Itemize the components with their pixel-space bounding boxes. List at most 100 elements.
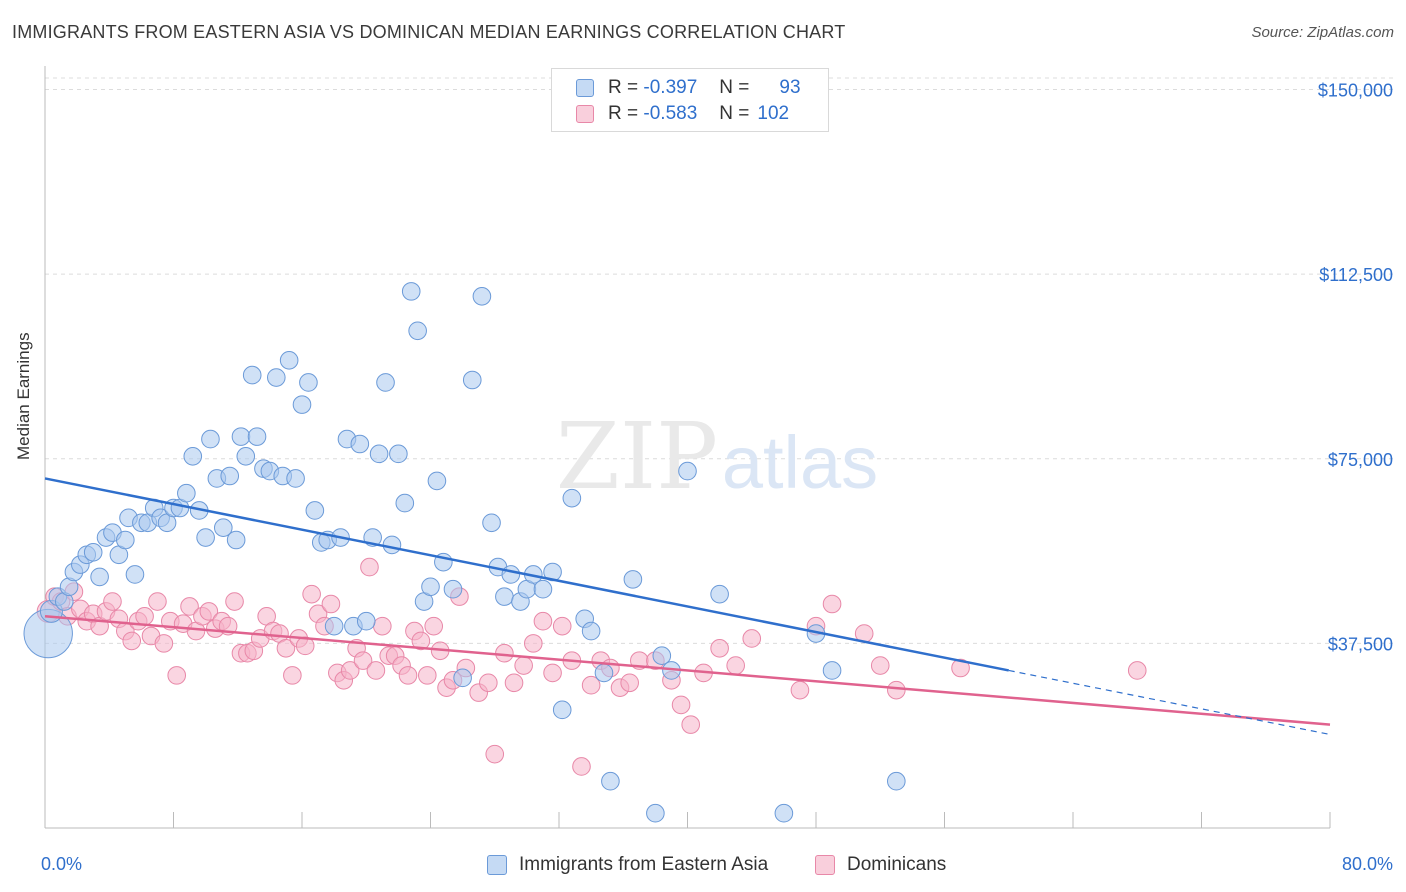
eastern-asia-point xyxy=(408,321,427,341)
dominicans-point xyxy=(726,656,745,675)
y-tick-label: $112,500 xyxy=(1319,265,1393,285)
dominicans-point xyxy=(276,639,296,658)
dominicans-point xyxy=(485,744,505,764)
dominicans-trend-line xyxy=(44,615,1331,726)
dominicans-point xyxy=(353,651,373,670)
eastern-asia-point xyxy=(533,579,553,599)
legend-swatch-blue xyxy=(487,855,507,875)
dominicans-point xyxy=(543,663,562,683)
chart-title: IMMIGRANTS FROM EASTERN ASIA VS DOMINICA… xyxy=(12,22,846,42)
dominicans-point xyxy=(373,616,392,636)
eastern-asia-point xyxy=(231,427,251,446)
legend-row-dominicans: R = -0.583 N = 102 xyxy=(576,101,789,127)
eastern-asia-point xyxy=(116,530,135,550)
eastern-asia-point xyxy=(242,365,262,385)
dominicans-point xyxy=(495,643,514,663)
eastern-asia-point xyxy=(581,621,601,641)
dominicans-point xyxy=(154,634,174,653)
eastern-asia-point xyxy=(453,668,472,688)
eastern-asia-point xyxy=(501,565,521,584)
y-tick-label: $37,500 xyxy=(1328,634,1393,654)
legend-swatch-pink xyxy=(815,855,835,875)
eastern-asia-point xyxy=(421,577,440,597)
dominicans-point xyxy=(951,658,970,678)
tick-labels: $37,500 $75,000 $112,500 $150,000 0.0% 80.0% xyxy=(41,81,1393,874)
eastern-asia-point xyxy=(710,584,729,604)
eastern-asia-point xyxy=(324,616,344,636)
eastern-asia-point xyxy=(822,661,842,680)
eastern-asia-point xyxy=(472,287,492,306)
legend-swatch-blue xyxy=(576,79,594,97)
legend-n-value: 93 xyxy=(779,77,801,98)
dominicans-point xyxy=(180,597,199,616)
dominicans-point xyxy=(360,557,379,577)
legend-r-label: R = xyxy=(608,77,639,98)
eastern-asia-point xyxy=(427,471,447,491)
dominicans-point xyxy=(122,631,142,651)
dominicans-point xyxy=(524,634,543,653)
legend-item-dominicans: Dominicans xyxy=(815,851,946,879)
dominicans-point xyxy=(302,584,321,604)
eastern-asia-point xyxy=(201,429,220,449)
eastern-asia-point xyxy=(90,567,109,587)
eastern-asia-point xyxy=(125,565,145,584)
eastern-asia-point xyxy=(177,483,196,503)
eastern-asia-point xyxy=(482,513,501,533)
legend-r-value: -0.397 xyxy=(643,77,698,98)
grid-lines xyxy=(45,77,1393,644)
dominicans-point xyxy=(514,656,533,675)
eastern-asia-point xyxy=(646,803,665,823)
eastern-asia-point xyxy=(652,646,672,665)
dominicans-point xyxy=(479,673,498,693)
dominicans-point xyxy=(103,592,122,611)
dominicans-point xyxy=(148,592,167,611)
dominicans-point xyxy=(790,680,810,700)
eastern-asia-point xyxy=(292,395,312,414)
dominicans-point xyxy=(681,715,701,734)
dominicans-point xyxy=(424,616,444,636)
eastern-asia-trend-line xyxy=(44,477,1009,672)
correlation-legend: R = -0.397 N = 93 R = -0.583 N = 102 xyxy=(551,68,829,132)
eastern-asia-point xyxy=(395,493,415,513)
eastern-asia-point xyxy=(356,611,376,631)
dominicans-point xyxy=(572,757,591,776)
dominicans-point xyxy=(870,656,890,675)
dominicans-point xyxy=(321,594,341,614)
dominicans-point xyxy=(366,661,386,680)
eastern-asia-point xyxy=(443,579,463,599)
dominicans-point xyxy=(167,666,187,685)
dominicans-point xyxy=(552,616,572,636)
y-tick-label: $75,000 xyxy=(1328,450,1393,470)
eastern-asia-point xyxy=(495,587,514,606)
dominicans-point xyxy=(225,592,244,611)
legend-r-value: -0.583 xyxy=(643,103,698,124)
legend-label: Dominicans xyxy=(847,854,947,875)
dominicans-point xyxy=(533,611,553,631)
legend-n-value: 102 xyxy=(757,103,790,124)
eastern-asia-point xyxy=(286,469,305,488)
eastern-asia-point xyxy=(601,771,620,791)
source-label: Source: ZipAtlas.com xyxy=(1251,24,1394,41)
eastern-asia-point xyxy=(623,570,643,589)
eastern-asia-point xyxy=(376,373,395,392)
eastern-asia-point xyxy=(594,663,614,683)
axes xyxy=(44,66,1331,829)
dominicans-point xyxy=(340,661,360,680)
dominicans-point xyxy=(504,673,524,693)
eastern-asia-point xyxy=(196,528,215,547)
dominicans-point xyxy=(398,666,418,685)
eastern-asia-points xyxy=(23,282,906,823)
y-axis-label: Median Earnings xyxy=(14,332,33,460)
eastern-asia-point xyxy=(401,282,421,301)
dominicans-point xyxy=(283,666,302,685)
dominicans-points xyxy=(36,557,1147,776)
legend-r-label: R = xyxy=(608,103,639,124)
eastern-asia-point xyxy=(183,447,203,466)
dominicans-point xyxy=(887,680,906,700)
legend-label: Immigrants from Eastern Asia xyxy=(519,854,769,875)
dominicans-point xyxy=(135,607,154,626)
eastern-asia-point xyxy=(382,535,402,555)
dominicans-point xyxy=(1127,661,1147,680)
eastern-asia-point xyxy=(299,373,318,392)
